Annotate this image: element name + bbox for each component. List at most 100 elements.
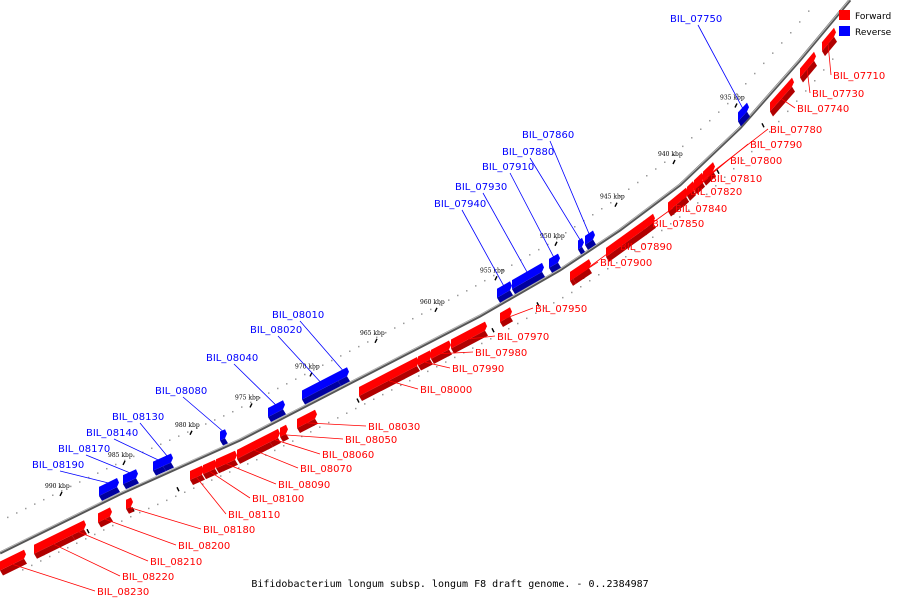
track-dot bbox=[682, 145, 684, 148]
track-dot bbox=[403, 322, 405, 325]
track-dot bbox=[418, 375, 420, 377]
track-dot bbox=[274, 449, 276, 452]
gene-arrow bbox=[585, 230, 596, 250]
scale-mark bbox=[761, 123, 765, 128]
gene-leader-line bbox=[139, 422, 168, 457]
gene-leader-line bbox=[423, 361, 451, 369]
kbp-tick-label: 950 kbp bbox=[540, 233, 565, 240]
kbp-tick-mark bbox=[59, 491, 63, 497]
track-dot bbox=[490, 338, 492, 340]
track-dot bbox=[43, 498, 45, 501]
gene-label-forward: BIL_08060 bbox=[322, 450, 374, 461]
gene-label-forward: BIL_07890 bbox=[620, 242, 672, 253]
gene-leader-line bbox=[683, 177, 709, 199]
track-dot bbox=[259, 397, 261, 399]
track-dot bbox=[445, 361, 447, 363]
gene-arrow-side bbox=[512, 271, 545, 295]
gene-arrow bbox=[72, 520, 87, 541]
track-dot bbox=[304, 373, 306, 376]
gene-leader-line bbox=[305, 422, 367, 427]
gene-arrow bbox=[302, 371, 341, 405]
gene-arrow-side bbox=[338, 376, 350, 386]
scale-mark bbox=[716, 169, 720, 175]
gene-arrow-face bbox=[126, 497, 133, 509]
gene-arrow-face bbox=[585, 230, 595, 245]
gene-arrow-side bbox=[163, 462, 174, 472]
track-dot bbox=[727, 102, 729, 105]
gene-arrow-face bbox=[497, 281, 512, 298]
gene-arrow bbox=[497, 281, 513, 303]
track-dot bbox=[409, 379, 411, 382]
gene-arrow-face bbox=[573, 259, 591, 279]
gene-arrow bbox=[99, 477, 120, 501]
track-dot bbox=[634, 250, 636, 252]
gene-label-forward: BIL_08200 bbox=[178, 541, 230, 552]
gene-arrow bbox=[578, 237, 585, 255]
track-dot bbox=[283, 445, 285, 447]
gene-label-forward: BIL_07980 bbox=[475, 348, 527, 359]
gene-arrow-face bbox=[800, 51, 816, 78]
track-dot bbox=[436, 365, 438, 368]
legend-reverse-label: Reverse bbox=[855, 28, 892, 38]
track-dot bbox=[22, 569, 24, 571]
gene-label-forward: BIL_07990 bbox=[452, 364, 504, 375]
gene-leader-line bbox=[647, 207, 674, 227]
kbp-tick-mark bbox=[554, 241, 558, 247]
track-dot bbox=[778, 120, 780, 123]
track-dot bbox=[493, 274, 495, 277]
gene-arrow-face bbox=[280, 424, 288, 437]
gene-leader-line bbox=[233, 363, 276, 405]
track-dot bbox=[643, 243, 645, 245]
track-dot bbox=[292, 440, 294, 442]
gene-arrow-face bbox=[822, 27, 836, 52]
gene-arrow-side bbox=[237, 442, 273, 464]
track-dot bbox=[169, 439, 171, 441]
track-dot bbox=[211, 479, 213, 481]
track-dot bbox=[187, 431, 189, 433]
track-dot bbox=[526, 317, 528, 320]
track-dot bbox=[160, 443, 162, 445]
track-dot bbox=[52, 494, 54, 497]
gene-leader-line bbox=[52, 543, 121, 577]
gene-leader-line bbox=[509, 172, 554, 257]
track-dot bbox=[697, 202, 699, 204]
gene-arrow-face bbox=[72, 520, 86, 536]
gene-arrow-face bbox=[668, 187, 688, 212]
track-dot bbox=[385, 331, 387, 334]
track-dot bbox=[220, 475, 222, 477]
gene-arrow-face bbox=[163, 453, 173, 467]
gene-arrow-side bbox=[573, 268, 592, 284]
gene-arrow bbox=[800, 51, 817, 83]
gene-leader-line bbox=[689, 159, 729, 193]
gene-leader-line bbox=[277, 335, 321, 382]
gene-arrow bbox=[359, 357, 420, 402]
track-dot bbox=[502, 269, 504, 272]
gene-leader-line bbox=[85, 454, 130, 474]
kbp-tick-mark bbox=[122, 460, 126, 466]
track-dot bbox=[130, 515, 132, 518]
gene-arrow-face bbox=[268, 400, 285, 418]
track-dot bbox=[796, 100, 798, 102]
gene-leader-line bbox=[461, 209, 504, 286]
track-dot bbox=[745, 83, 747, 85]
track-dot bbox=[421, 313, 423, 315]
track-dot bbox=[139, 511, 141, 514]
track-dot bbox=[310, 431, 312, 433]
gene-labels: BIL_07750 BIL_07860 BIL_07880 BIL_07910 BIL_… bbox=[11, 14, 885, 598]
gene-arrow-side bbox=[570, 278, 576, 286]
track-dot bbox=[457, 294, 459, 297]
kbp-tick-label: 960 kbp bbox=[420, 299, 445, 306]
track-dot bbox=[295, 378, 297, 380]
gene-arrow-side bbox=[418, 359, 433, 371]
gene-arrow-side bbox=[359, 366, 420, 402]
track-dot bbox=[616, 262, 618, 264]
gene-leader-line bbox=[580, 245, 619, 274]
gene-leader-line bbox=[549, 140, 590, 234]
track-dot bbox=[814, 80, 816, 82]
track-dot bbox=[151, 447, 153, 450]
gene-arrow bbox=[822, 27, 837, 57]
kbp-tick-mark bbox=[189, 430, 193, 436]
gene-arrow-side bbox=[822, 36, 837, 57]
gene-arrow-side bbox=[34, 535, 75, 559]
gene-leader-line bbox=[467, 335, 496, 340]
